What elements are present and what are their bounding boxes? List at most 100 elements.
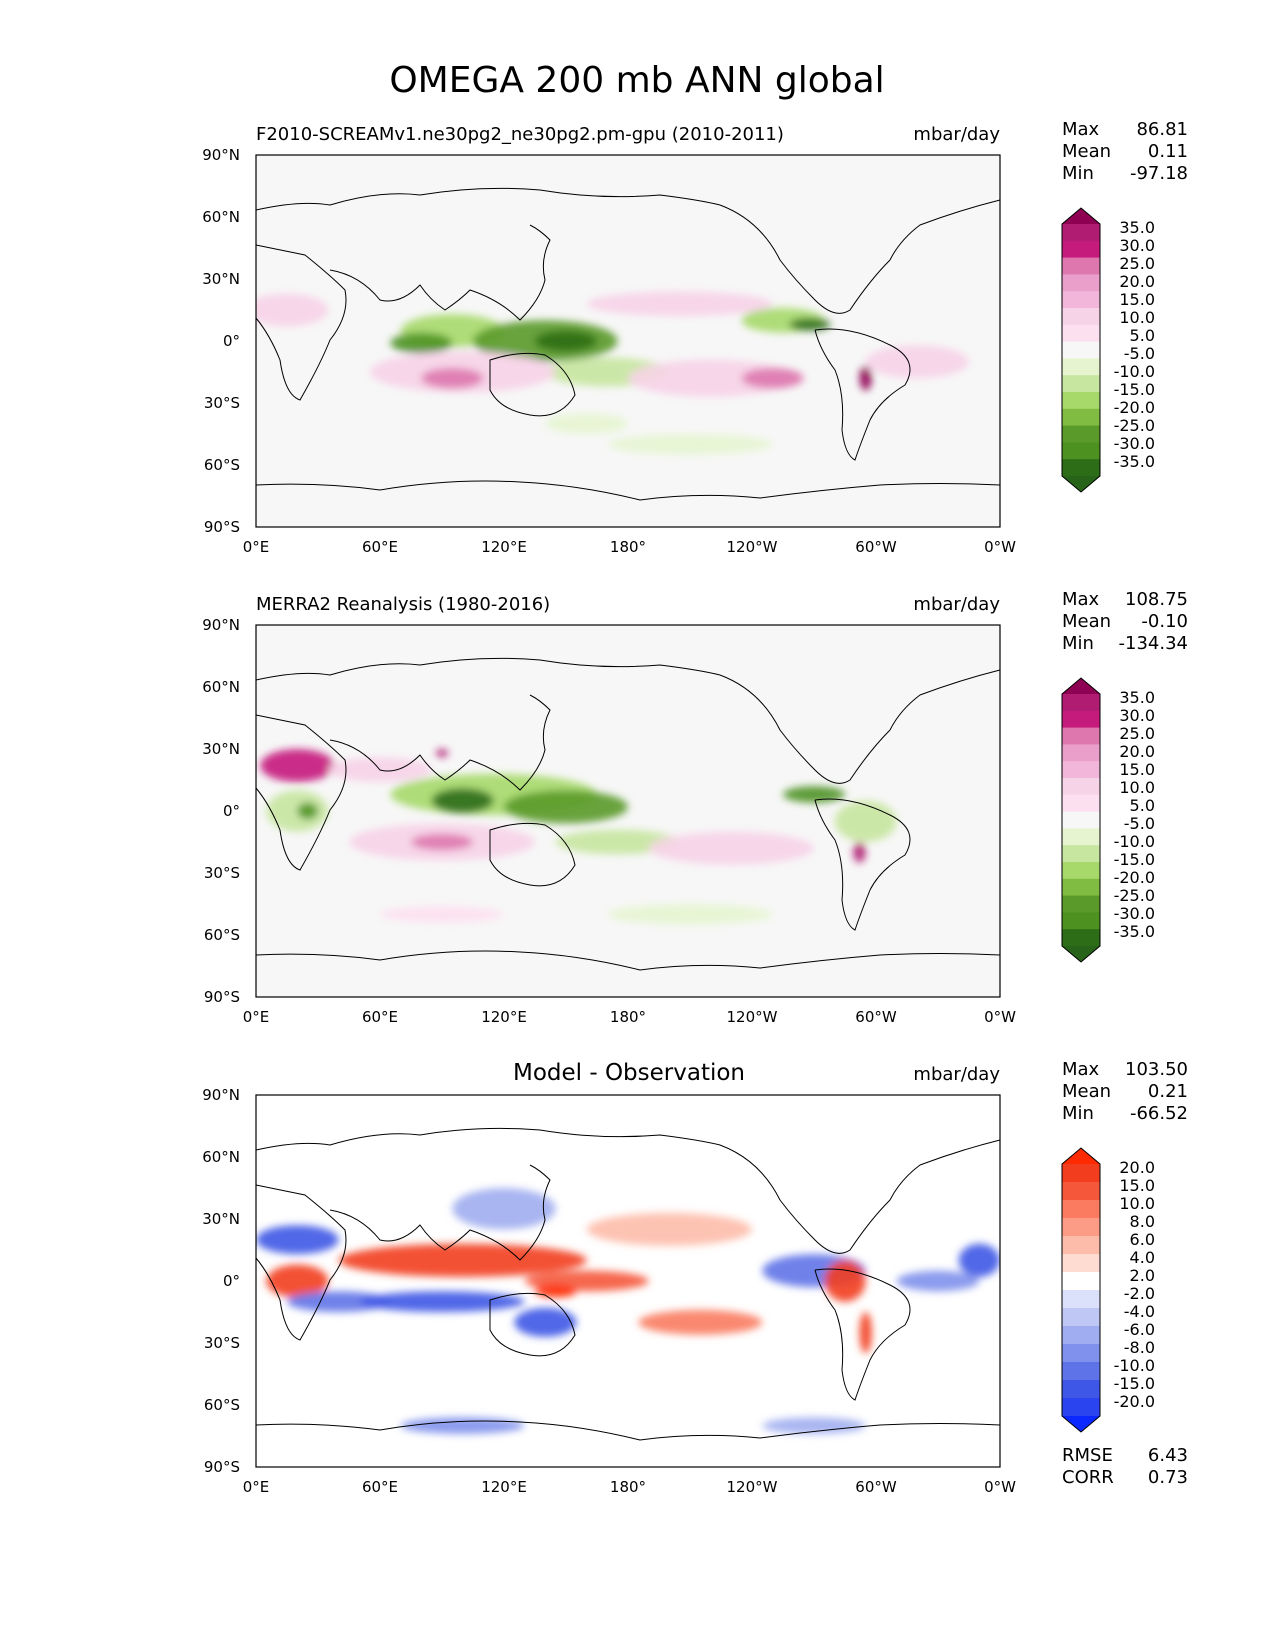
- colorbar-swatch: [1062, 1290, 1100, 1309]
- panel-units: mbar/day: [913, 124, 1000, 145]
- map-frame: [255, 1094, 1001, 1468]
- colorbar-label: -30.0: [1114, 904, 1155, 923]
- lon-axis: 0°E 60°E 120°E 180° 120°W 60°W 0°W: [243, 1478, 1016, 1496]
- coast-antarctica: [255, 480, 1001, 501]
- lon-tick-label: 60°W: [855, 1008, 897, 1026]
- colorbar-label: 10.0: [1119, 308, 1155, 327]
- positive-anomaly: [859, 1312, 872, 1354]
- data-field: [256, 1188, 1000, 1434]
- field-blobs: [256, 1188, 1000, 1434]
- coast-north-america: [719, 669, 1001, 784]
- stat-label: Min: [1062, 633, 1094, 654]
- colorbar: 35.0 30.0 25.0 20.0 15.0 10.0 5.0 -5.0 -…: [1061, 207, 1155, 493]
- positive-anomaly: [741, 367, 804, 389]
- colorbar-swatch: [1062, 308, 1100, 326]
- coast-australia: [489, 352, 576, 417]
- colorbar-label: 30.0: [1119, 706, 1155, 725]
- panel-units: mbar/day: [913, 1064, 1000, 1085]
- colorbar-label: -20.0: [1114, 398, 1155, 417]
- lat-tick-label: 30°N: [202, 1210, 240, 1228]
- colorbar-swatch: [1062, 1362, 1100, 1381]
- colorbar-extend-max: [1062, 678, 1100, 694]
- colorbar-labels: 20.0 15.0 10.0 8.0 6.0 4.0 2.0 -2.0 -4.0…: [1114, 1158, 1155, 1411]
- colorbar-swatch: [1062, 375, 1100, 393]
- colorbar-swatch: [1062, 1326, 1100, 1345]
- lat-tick-label: 60°S: [204, 926, 240, 944]
- colorbar-swatch: [1062, 761, 1100, 779]
- coast-asia-south: [329, 1164, 551, 1261]
- colorbar-swatch: [1062, 828, 1100, 846]
- colorbar-swatch: [1062, 240, 1100, 259]
- positive-anomaly: [260, 749, 335, 783]
- map-background: [256, 155, 1000, 527]
- colorbar-extend-min: [1062, 946, 1100, 962]
- colorbar-swatch: [1062, 442, 1100, 460]
- stat-value: -66.52: [1130, 1103, 1188, 1124]
- field-blobs: [256, 291, 969, 455]
- lat-tick-label: 0°: [223, 332, 240, 350]
- colorbar-label: 25.0: [1119, 724, 1155, 743]
- coast-south-america: [814, 328, 911, 461]
- lat-tick-label: 90°S: [204, 518, 240, 536]
- positive-anomaly: [435, 749, 449, 758]
- lat-tick-label: 60°S: [204, 456, 240, 474]
- colorbar-extend-min: [1062, 476, 1100, 492]
- data-field: [260, 749, 897, 925]
- lat-tick-label: 0°: [223, 802, 240, 820]
- lon-tick-label: 120°E: [481, 538, 527, 556]
- colorbar-swatch: [1062, 425, 1100, 443]
- positive-anomaly: [421, 367, 484, 389]
- colorbar-swatch: [1062, 694, 1100, 712]
- lat-tick-label: 90°S: [204, 988, 240, 1006]
- colorbar: 35.0 30.0 25.0 20.0 15.0 10.0 5.0 -5.0 -…: [1061, 677, 1155, 963]
- colorbar-label: -35.0: [1114, 452, 1155, 471]
- positive-anomaly: [266, 1264, 329, 1298]
- panel-units: mbar/day: [913, 594, 1000, 615]
- colorbar-label: 25.0: [1119, 254, 1155, 273]
- colorbar-label: -10.0: [1114, 1356, 1155, 1375]
- colorbar-swatch: [1062, 1254, 1100, 1273]
- colorbar-labels: 35.0 30.0 25.0 20.0 15.0 10.0 5.0 -5.0 -…: [1114, 688, 1155, 941]
- colorbar-swatch: [1062, 895, 1100, 913]
- lat-tick-label: 90°N: [202, 146, 240, 164]
- coast-asia-south: [329, 224, 551, 321]
- error-stats-block: RMSE 6.43 CORR 0.73: [1062, 1445, 1188, 1488]
- colorbar-label: -15.0: [1114, 1374, 1155, 1393]
- coast-north-america: [719, 1139, 1001, 1254]
- lat-axis: 90°N 60°N 30°N 0° 30°S 60°S 90°S: [202, 616, 240, 1006]
- lat-tick-label: 90°N: [202, 1086, 240, 1104]
- lon-tick-label: 60°E: [362, 1008, 398, 1026]
- coast-eurasia-north: [255, 1127, 721, 1151]
- lon-tick-label: 60°E: [362, 1478, 398, 1496]
- colorbar-label: 35.0: [1119, 688, 1155, 707]
- colorbar-label: -15.0: [1114, 380, 1155, 399]
- coast-antarctica: [255, 950, 1001, 971]
- positive-anomaly: [648, 831, 814, 865]
- colorbar-label: 6.0: [1130, 1230, 1155, 1249]
- colorbar-swatch: [1062, 1236, 1100, 1255]
- colorbar-swatch: [1062, 1272, 1100, 1291]
- stat-value: -134.34: [1119, 633, 1188, 654]
- lon-tick-label: 0°E: [243, 538, 270, 556]
- negative-anomaly: [834, 800, 897, 842]
- lat-tick-label: 30°N: [202, 270, 240, 288]
- positive-anomaly: [380, 906, 504, 923]
- positive-anomaly: [411, 833, 473, 851]
- colorbar-label: -20.0: [1114, 868, 1155, 887]
- colorbar-label: -20.0: [1114, 1392, 1155, 1411]
- colorbar-labels: 35.0 30.0 25.0 20.0 15.0 10.0 5.0 -5.0 -…: [1114, 218, 1155, 471]
- lon-tick-label: 120°E: [481, 1478, 527, 1496]
- coast-eurasia-north: [255, 657, 721, 681]
- colorbar: 20.0 15.0 10.0 8.0 6.0 4.0 2.0 -2.0 -4.0…: [1061, 1147, 1155, 1433]
- stat-label: Min: [1062, 1103, 1094, 1124]
- stat-label: CORR: [1062, 1467, 1114, 1488]
- colorbar-swatch: [1062, 778, 1100, 796]
- negative-anomaly: [504, 790, 628, 824]
- positive-anomaly: [638, 1309, 763, 1335]
- lat-tick-label: 0°: [223, 1272, 240, 1290]
- data-field: [256, 291, 969, 455]
- colorbar-swatches: [1061, 207, 1101, 493]
- colorbar-swatch: [1062, 710, 1100, 729]
- colorbar-label: 15.0: [1119, 1176, 1155, 1195]
- coast-africa: [255, 714, 347, 871]
